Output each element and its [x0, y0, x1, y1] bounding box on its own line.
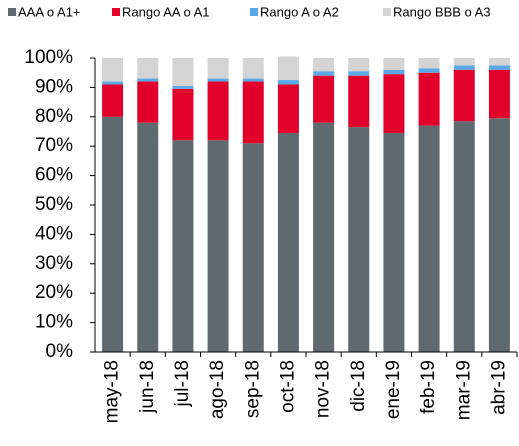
bar-segment	[488, 118, 510, 353]
x-tick-label: nov-18	[313, 360, 334, 418]
legend-swatch	[112, 8, 120, 16]
bar-segment	[383, 58, 405, 70]
bar-segment	[453, 65, 475, 70]
bar-segment	[172, 85, 194, 89]
bar-segment	[313, 75, 335, 123]
x-tick-label: jul-18	[172, 360, 193, 407]
bar-segment	[418, 72, 440, 126]
y-tick-label: 60%	[35, 165, 73, 186]
bar-segment	[102, 81, 124, 85]
bar-segment	[137, 78, 159, 82]
bar-segment	[383, 74, 405, 133]
x-tick-label: oct-18	[277, 360, 298, 413]
x-tick-label: abr-19	[488, 360, 509, 415]
y-tick-label: 0%	[46, 341, 74, 362]
bar-segment	[418, 125, 440, 353]
bar-segment	[348, 75, 370, 128]
bar-segment	[242, 58, 264, 79]
bar-segment	[453, 69, 475, 122]
y-tick-label: 100%	[24, 47, 73, 68]
x-tick-label: ago-18	[207, 360, 228, 419]
bar-segment	[277, 80, 299, 85]
bar-segment	[242, 81, 264, 144]
bar-segment	[418, 58, 440, 69]
bar-segment	[207, 140, 229, 352]
bar-segment	[172, 140, 194, 352]
x-tick-label: dic-18	[348, 360, 369, 412]
legend-swatch	[8, 8, 16, 16]
legend-swatch	[250, 8, 258, 16]
bar-segment	[348, 71, 370, 76]
x-tick-label: feb-19	[418, 360, 439, 414]
y-tick-label: 90%	[35, 76, 73, 97]
bar-segment	[242, 143, 264, 352]
bar-segment	[383, 69, 405, 75]
bar-segment	[488, 58, 510, 66]
x-tick-label: may-18	[102, 360, 123, 423]
bar-segment	[453, 121, 475, 353]
bar-segment	[488, 65, 510, 70]
bar-segment	[277, 56, 299, 81]
bar-segment	[383, 132, 405, 352]
legend-label: Rango AA o A1	[122, 4, 209, 19]
bar-segment	[277, 132, 299, 352]
y-tick-label: 80%	[35, 106, 73, 127]
y-tick-label: 70%	[35, 135, 73, 156]
bar-segment	[313, 122, 335, 353]
bar-segment	[207, 78, 229, 82]
y-tick-label: 40%	[35, 223, 73, 244]
bar-segment	[102, 58, 124, 82]
bar-segment	[137, 122, 159, 353]
bar-segment	[348, 58, 370, 72]
bar-segment	[207, 58, 229, 79]
y-tick-label: 30%	[35, 253, 73, 274]
x-tick-label: mar-19	[453, 360, 474, 420]
bar-segment	[242, 78, 264, 82]
legend-label: Rango BBB o A3	[393, 4, 491, 19]
bar-segment	[102, 116, 124, 352]
bar-segment	[137, 58, 159, 79]
bar-segment	[488, 69, 510, 119]
x-tick-label: jun-18	[137, 360, 158, 414]
bar-segment	[102, 84, 124, 117]
bar-segment	[348, 127, 370, 352]
x-tick-label: sep-18	[242, 360, 263, 418]
y-tick-label: 10%	[35, 312, 73, 333]
bar-segment	[313, 71, 335, 76]
bar-segment	[418, 68, 440, 73]
y-tick-label: 50%	[35, 194, 73, 215]
y-tick-label: 20%	[35, 282, 73, 303]
bar-segment	[172, 88, 194, 141]
legend-swatch	[383, 8, 391, 16]
legend-label: AAA o A1+	[18, 4, 81, 19]
bar-segment	[137, 81, 159, 123]
legend-label: Rango A o A2	[260, 4, 339, 19]
bar-segment	[207, 81, 229, 141]
bar-segment	[172, 58, 194, 86]
bar-segment	[453, 58, 475, 66]
bar-segment	[277, 84, 299, 133]
x-tick-label: ene-19	[383, 360, 404, 419]
bar-segment	[313, 58, 335, 72]
